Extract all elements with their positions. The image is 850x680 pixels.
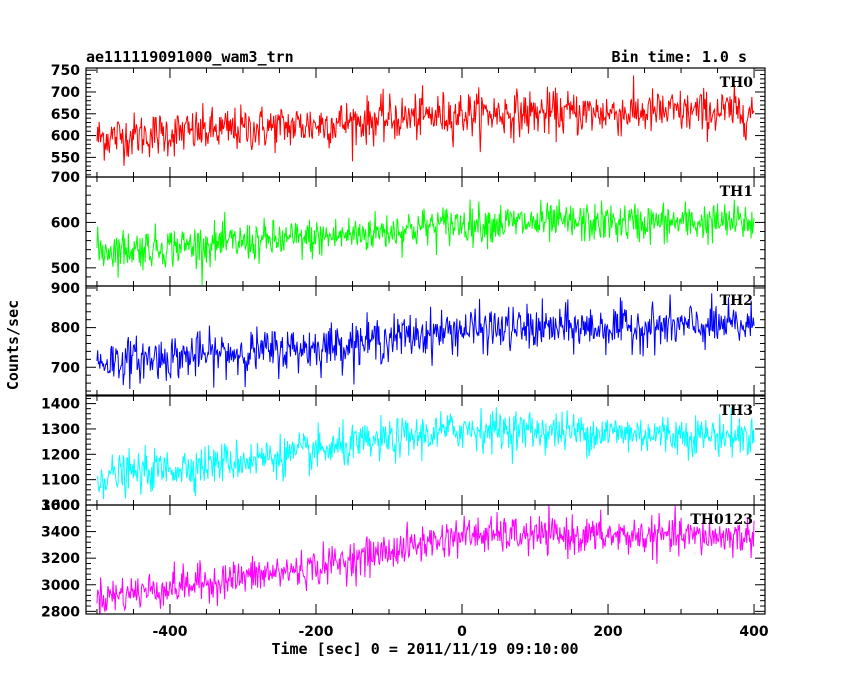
panels-group: 550 600 650 700 750 TH0 500 600 700 TH1 700 800 900 T… xyxy=(41,63,769,640)
y-tick-label: 1200 xyxy=(41,447,80,463)
bin-time-label: Bin time: 1.0 s xyxy=(612,48,747,66)
x-tick-label: 200 xyxy=(593,624,622,640)
series-line-th1 xyxy=(96,199,755,285)
series-line-th0 xyxy=(96,75,755,166)
y-tick-label: 1100 xyxy=(41,473,80,489)
y-tick-label: 750 xyxy=(51,63,80,79)
y-tick-label: 800 xyxy=(51,321,80,337)
y-tick-label: 1300 xyxy=(41,422,80,438)
panel-th2: 700 800 900 TH2 xyxy=(51,281,766,396)
y-tick-label: 3000 xyxy=(41,578,80,594)
y-tick-label: 1000 xyxy=(41,498,80,514)
y-tick-label: 600 xyxy=(51,129,80,145)
panel-th3: 1000 1100 1200 1300 1400 TH3 xyxy=(41,395,766,514)
y-axis-label: Counts/sec xyxy=(4,300,22,390)
series-line-th3 xyxy=(96,407,755,500)
y-tick-label: 500 xyxy=(51,261,80,277)
panel-label: TH1 xyxy=(720,184,753,200)
x-tick-label: 0 xyxy=(457,624,467,640)
y-tick-label: 700 xyxy=(51,360,80,376)
y-tick-label: 550 xyxy=(51,150,80,166)
panel-label: TH0 xyxy=(720,75,754,91)
y-tick-label: 3400 xyxy=(41,525,80,541)
series-line-th2 xyxy=(96,293,755,389)
x-tick-label: -400 xyxy=(152,624,187,640)
panel-th1: 500 600 700 TH1 xyxy=(51,170,766,287)
series-line-th0123 xyxy=(96,505,755,614)
x-tick-label: 400 xyxy=(739,624,768,640)
panel-label: TH3 xyxy=(720,403,753,419)
panel-frame xyxy=(85,504,766,615)
x-tick-label: -200 xyxy=(298,624,333,640)
panel-label: TH0123 xyxy=(690,512,753,528)
y-tick-label: 650 xyxy=(51,107,80,123)
y-tick-label: 900 xyxy=(51,281,80,297)
panel-frame xyxy=(85,395,766,506)
y-tick-label: 3200 xyxy=(41,551,80,567)
panel-th0123: 2800 3000 3200 3400 3600 TH0123 xyxy=(41,498,766,620)
y-tick-label: 3600 xyxy=(41,498,80,514)
y-tick-label: 1400 xyxy=(41,397,80,413)
y-tick-label: 600 xyxy=(51,215,80,231)
y-tick-label: 700 xyxy=(51,170,80,186)
figure-title: ae111119091000_wam3_trn xyxy=(86,48,294,66)
y-tick-label: 700 xyxy=(51,85,80,101)
panel-label: TH2 xyxy=(720,293,753,309)
y-tick-label: 2800 xyxy=(41,604,80,620)
panel-th0: 550 600 650 700 750 TH0 xyxy=(51,63,766,178)
x-axis-label: Time [sec] 0 = 2011/11/19 09:10:00 xyxy=(271,640,578,658)
